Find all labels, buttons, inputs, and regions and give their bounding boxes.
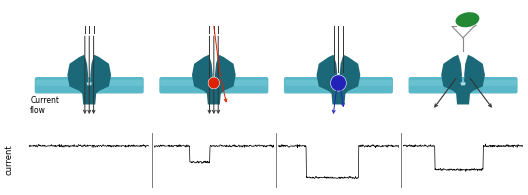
Polygon shape: [211, 82, 216, 85]
Polygon shape: [317, 55, 337, 95]
Polygon shape: [441, 55, 462, 95]
Ellipse shape: [90, 76, 100, 86]
Polygon shape: [87, 82, 92, 85]
Polygon shape: [464, 55, 485, 95]
Ellipse shape: [452, 76, 462, 86]
Polygon shape: [455, 85, 471, 105]
FancyBboxPatch shape: [159, 77, 268, 93]
Ellipse shape: [215, 76, 225, 86]
Polygon shape: [336, 82, 341, 85]
Ellipse shape: [331, 75, 346, 91]
Ellipse shape: [327, 76, 337, 86]
FancyBboxPatch shape: [409, 77, 517, 93]
Polygon shape: [192, 55, 213, 95]
Polygon shape: [215, 55, 235, 95]
Ellipse shape: [203, 76, 213, 86]
Ellipse shape: [456, 12, 479, 27]
Polygon shape: [81, 85, 97, 105]
Polygon shape: [331, 85, 346, 105]
Polygon shape: [460, 82, 466, 85]
Ellipse shape: [208, 77, 220, 89]
Polygon shape: [206, 85, 222, 105]
FancyBboxPatch shape: [284, 77, 393, 93]
Polygon shape: [90, 55, 111, 95]
Polygon shape: [340, 55, 360, 95]
FancyBboxPatch shape: [409, 80, 517, 86]
FancyBboxPatch shape: [35, 77, 144, 93]
Ellipse shape: [78, 76, 88, 86]
FancyBboxPatch shape: [35, 80, 143, 86]
Polygon shape: [68, 55, 88, 95]
Text: current: current: [4, 144, 13, 175]
FancyBboxPatch shape: [285, 80, 392, 86]
Ellipse shape: [464, 76, 474, 86]
Ellipse shape: [340, 76, 350, 86]
Text: Current
flow: Current flow: [30, 96, 59, 115]
FancyBboxPatch shape: [160, 80, 268, 86]
